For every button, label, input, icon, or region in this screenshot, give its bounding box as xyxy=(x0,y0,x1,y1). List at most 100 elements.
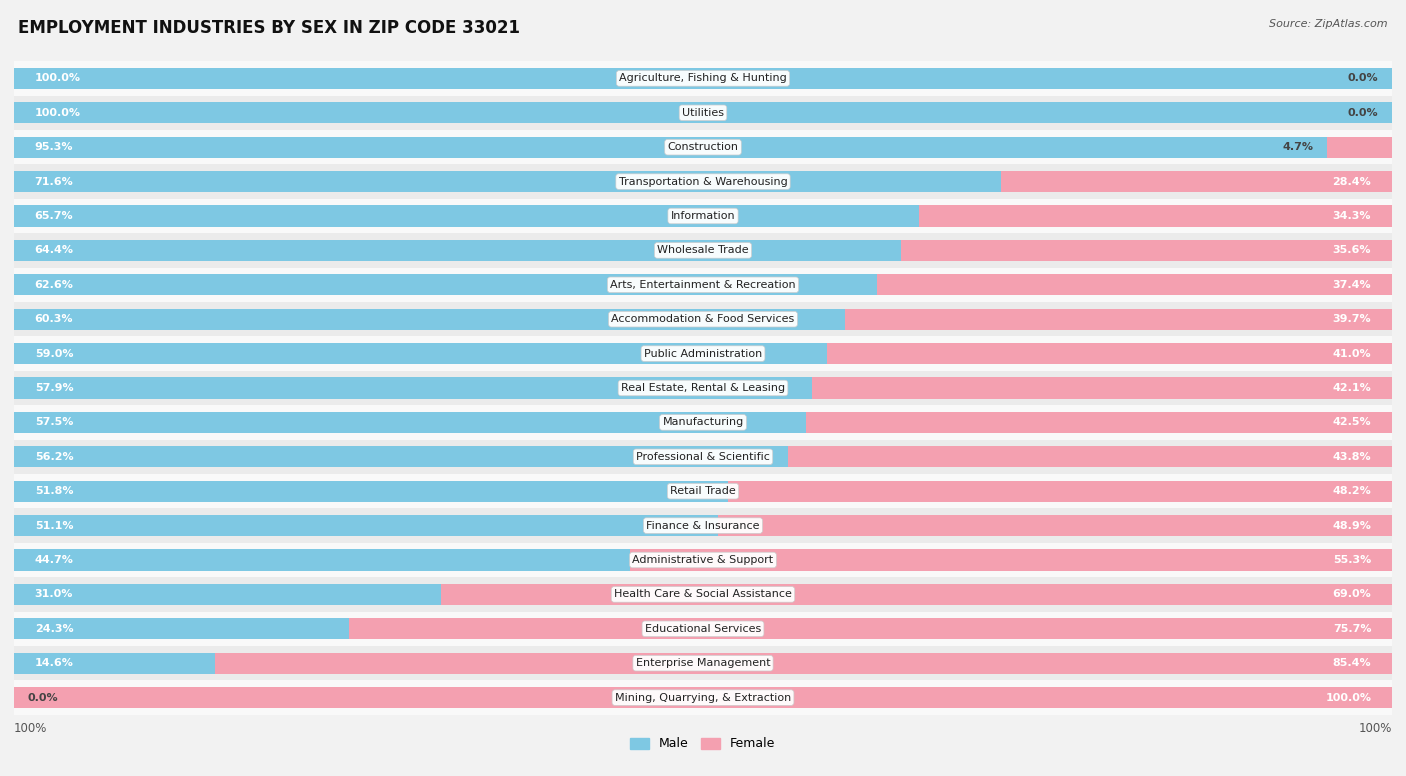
Text: Enterprise Management: Enterprise Management xyxy=(636,658,770,668)
Text: 42.5%: 42.5% xyxy=(1333,417,1371,428)
Bar xyxy=(14,508,1392,542)
Text: 42.1%: 42.1% xyxy=(1333,383,1371,393)
Bar xyxy=(14,165,1392,199)
Bar xyxy=(920,206,1392,227)
Text: 43.8%: 43.8% xyxy=(1333,452,1371,462)
Text: Administrative & Support: Administrative & Support xyxy=(633,555,773,565)
Bar xyxy=(14,240,901,261)
Text: 0.0%: 0.0% xyxy=(28,693,59,702)
Text: 60.3%: 60.3% xyxy=(35,314,73,324)
Text: 85.4%: 85.4% xyxy=(1333,658,1371,668)
Bar xyxy=(14,412,807,433)
Text: Public Administration: Public Administration xyxy=(644,348,762,359)
Bar xyxy=(14,446,789,467)
Text: 35.6%: 35.6% xyxy=(1333,245,1371,255)
Text: 100%: 100% xyxy=(14,722,48,736)
Bar xyxy=(14,309,845,330)
Bar xyxy=(718,515,1392,536)
Bar xyxy=(14,405,1392,439)
Bar xyxy=(14,343,827,364)
Text: 100.0%: 100.0% xyxy=(35,108,80,118)
Text: 39.7%: 39.7% xyxy=(1333,314,1371,324)
Bar xyxy=(14,68,1392,89)
Bar xyxy=(811,377,1392,399)
Text: 100%: 100% xyxy=(1358,722,1392,736)
Bar xyxy=(14,549,630,570)
Text: 55.3%: 55.3% xyxy=(1333,555,1371,565)
Bar xyxy=(14,206,920,227)
Bar xyxy=(630,549,1392,570)
Text: Mining, Quarrying, & Extraction: Mining, Quarrying, & Extraction xyxy=(614,693,792,702)
Bar xyxy=(14,474,1392,508)
Bar xyxy=(14,234,1392,268)
Text: 48.2%: 48.2% xyxy=(1333,487,1371,496)
Text: 48.9%: 48.9% xyxy=(1333,521,1371,531)
Bar xyxy=(14,95,1392,130)
Bar xyxy=(14,618,349,639)
Bar xyxy=(901,240,1392,261)
Text: 28.4%: 28.4% xyxy=(1333,177,1371,186)
Text: 75.7%: 75.7% xyxy=(1333,624,1371,634)
Text: Transportation & Warehousing: Transportation & Warehousing xyxy=(619,177,787,186)
Bar xyxy=(845,309,1392,330)
Text: 34.3%: 34.3% xyxy=(1333,211,1371,221)
Text: Educational Services: Educational Services xyxy=(645,624,761,634)
Text: Retail Trade: Retail Trade xyxy=(671,487,735,496)
Text: Accommodation & Food Services: Accommodation & Food Services xyxy=(612,314,794,324)
Bar xyxy=(14,515,718,536)
Bar xyxy=(14,646,1392,681)
Bar xyxy=(14,302,1392,337)
Bar xyxy=(14,130,1392,165)
Text: Arts, Entertainment & Recreation: Arts, Entertainment & Recreation xyxy=(610,280,796,289)
Text: 57.5%: 57.5% xyxy=(35,417,73,428)
Text: 65.7%: 65.7% xyxy=(35,211,73,221)
Text: Wholesale Trade: Wholesale Trade xyxy=(657,245,749,255)
Bar xyxy=(14,653,215,674)
Bar xyxy=(14,137,1327,158)
Text: Manufacturing: Manufacturing xyxy=(662,417,744,428)
Bar xyxy=(807,412,1392,433)
Bar xyxy=(14,687,1392,708)
Bar xyxy=(14,480,728,502)
Text: 100.0%: 100.0% xyxy=(1326,693,1371,702)
Bar xyxy=(14,681,1392,715)
Bar xyxy=(349,618,1392,639)
Text: EMPLOYMENT INDUSTRIES BY SEX IN ZIP CODE 33021: EMPLOYMENT INDUSTRIES BY SEX IN ZIP CODE… xyxy=(18,19,520,37)
Bar xyxy=(14,377,811,399)
Text: 56.2%: 56.2% xyxy=(35,452,73,462)
Text: Source: ZipAtlas.com: Source: ZipAtlas.com xyxy=(1270,19,1388,29)
Text: Construction: Construction xyxy=(668,142,738,152)
Text: Health Care & Social Assistance: Health Care & Social Assistance xyxy=(614,590,792,599)
Text: 41.0%: 41.0% xyxy=(1333,348,1371,359)
Text: 44.7%: 44.7% xyxy=(35,555,73,565)
Text: 62.6%: 62.6% xyxy=(35,280,73,289)
Bar xyxy=(728,480,1392,502)
Bar xyxy=(14,274,876,296)
Text: 51.8%: 51.8% xyxy=(35,487,73,496)
Bar xyxy=(1327,137,1392,158)
Text: 100.0%: 100.0% xyxy=(35,74,80,83)
Text: 51.1%: 51.1% xyxy=(35,521,73,531)
Legend: Male, Female: Male, Female xyxy=(626,733,780,756)
Bar xyxy=(1001,171,1392,192)
Text: 95.3%: 95.3% xyxy=(35,142,73,152)
Text: 69.0%: 69.0% xyxy=(1333,590,1371,599)
Text: Professional & Scientific: Professional & Scientific xyxy=(636,452,770,462)
Text: 57.9%: 57.9% xyxy=(35,383,73,393)
Bar xyxy=(14,268,1392,302)
Text: Information: Information xyxy=(671,211,735,221)
Bar xyxy=(14,337,1392,371)
Text: 24.3%: 24.3% xyxy=(35,624,73,634)
Bar xyxy=(14,61,1392,95)
Bar xyxy=(14,584,441,605)
Bar xyxy=(789,446,1392,467)
Bar xyxy=(14,102,1392,123)
Bar xyxy=(14,577,1392,611)
Bar xyxy=(215,653,1392,674)
Bar xyxy=(14,171,1001,192)
Bar xyxy=(14,611,1392,646)
Text: 0.0%: 0.0% xyxy=(1347,74,1378,83)
Text: Agriculture, Fishing & Hunting: Agriculture, Fishing & Hunting xyxy=(619,74,787,83)
Text: 14.6%: 14.6% xyxy=(35,658,73,668)
Text: 71.6%: 71.6% xyxy=(35,177,73,186)
